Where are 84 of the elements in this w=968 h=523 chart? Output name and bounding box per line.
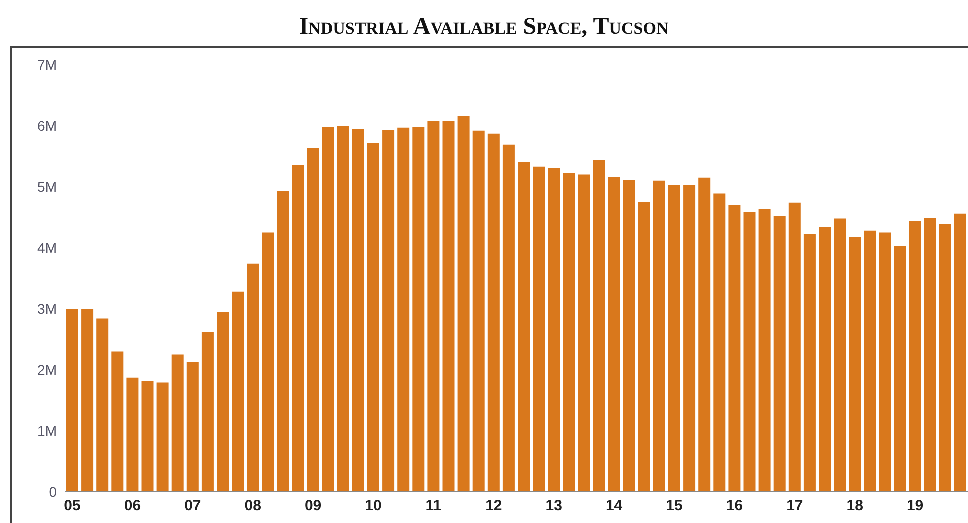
bar [894, 246, 906, 492]
bar [909, 221, 922, 492]
bar [307, 148, 320, 492]
bar [593, 160, 606, 492]
bar [533, 166, 546, 492]
bar [247, 264, 260, 492]
x-tick-label: 17 [786, 498, 804, 515]
x-tick-label: 06 [124, 498, 142, 515]
x-tick-label: 12 [486, 498, 502, 515]
y-tick-label: 3M [38, 300, 57, 317]
bar [864, 230, 876, 492]
x-tick-label: 07 [184, 498, 202, 515]
bar [186, 362, 199, 492]
x-tick-label: 14 [606, 498, 624, 515]
x-tick-label: 11 [426, 498, 442, 515]
x-tick-label: 15 [666, 498, 683, 515]
bar [142, 380, 154, 492]
bar [774, 216, 786, 492]
bar [638, 202, 650, 492]
bar [563, 172, 576, 492]
bar [292, 165, 304, 492]
chart-title: Industrial Available Space, Tucson [298, 14, 670, 41]
bar [277, 191, 290, 492]
bar [398, 128, 410, 492]
bar [744, 212, 756, 492]
y-tick-label: 5M [38, 178, 57, 195]
bar [954, 214, 966, 492]
bar [172, 354, 184, 492]
bar [156, 382, 169, 492]
bar [428, 121, 440, 492]
y-tick-label: 2M [38, 362, 57, 378]
bar [939, 224, 952, 492]
x-tick-label: 19 [906, 498, 924, 515]
bar [202, 332, 214, 492]
bar [653, 180, 666, 492]
bar [518, 162, 530, 492]
bar [472, 130, 485, 492]
y-tick-label: 1M [38, 422, 57, 439]
bar [337, 126, 350, 492]
y-tick-label: 7M [38, 56, 57, 73]
y-tick-label: 4M [38, 240, 57, 256]
bar [819, 227, 831, 492]
x-tick-label: 16 [726, 498, 744, 515]
x-tick-label: 13 [546, 498, 562, 515]
bar [788, 202, 801, 492]
bar [668, 185, 680, 492]
bar [608, 177, 620, 492]
bar [714, 194, 726, 492]
bar [804, 234, 816, 492]
bar [262, 232, 274, 492]
bar [488, 134, 500, 492]
bar [82, 309, 94, 492]
bar [728, 205, 741, 492]
bar [502, 144, 515, 492]
bar [368, 143, 380, 492]
x-tick-label: 10 [365, 498, 382, 515]
x-tick-label: 08 [244, 498, 262, 515]
bar [698, 178, 711, 492]
bar [412, 127, 425, 492]
bar [834, 218, 846, 492]
x-tick-label: 18 [846, 498, 864, 515]
bar [458, 116, 470, 492]
bar [66, 309, 78, 492]
bar [879, 232, 892, 492]
bar [382, 130, 395, 492]
bar [623, 180, 636, 492]
x-tick-label: 05 [64, 498, 81, 515]
bar [96, 318, 109, 492]
bar [352, 129, 364, 492]
bar [322, 127, 334, 492]
y-tick-label: 0 [49, 484, 58, 500]
x-tick-label: 09 [304, 498, 322, 515]
bar [684, 185, 696, 492]
bar [217, 312, 229, 492]
bar [548, 168, 560, 492]
bar [442, 121, 455, 492]
bar [849, 237, 862, 492]
bar [578, 174, 590, 492]
bar [112, 352, 124, 492]
bar [126, 378, 139, 492]
bar [232, 292, 244, 492]
bar [758, 208, 771, 492]
y-tick-label: 6M [38, 118, 57, 134]
bar [924, 218, 936, 492]
